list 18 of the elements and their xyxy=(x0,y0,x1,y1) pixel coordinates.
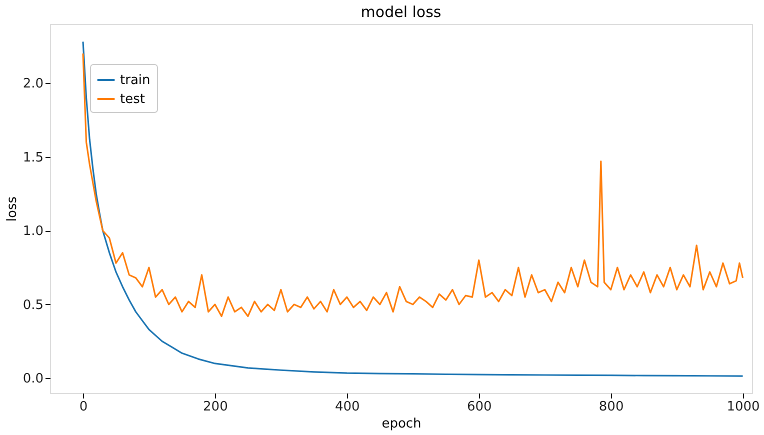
x-tick-label: 800 xyxy=(598,400,624,414)
line-series xyxy=(82,40,744,377)
y-tick-label: 1.5 xyxy=(22,150,44,166)
x-tick-label: 0 xyxy=(79,400,88,414)
x-tick-label: 200 xyxy=(203,400,228,414)
line-series xyxy=(82,52,744,318)
chart-title: model loss xyxy=(360,3,442,21)
x-tick-label: 400 xyxy=(334,400,360,414)
x-tick-label: 1000 xyxy=(726,400,760,414)
legend-label: test xyxy=(120,92,145,107)
y-tick-label: 0.5 xyxy=(22,298,44,313)
legend-label: train xyxy=(120,73,150,88)
x-tick-label: 600 xyxy=(466,400,492,414)
y-tick-label: 2.0 xyxy=(22,76,44,92)
x-axis-title: epoch xyxy=(382,416,422,432)
y-tick-label: 1.0 xyxy=(22,224,44,240)
y-axis-title: loss xyxy=(4,196,20,222)
y-tick-label: 0.0 xyxy=(22,372,44,387)
